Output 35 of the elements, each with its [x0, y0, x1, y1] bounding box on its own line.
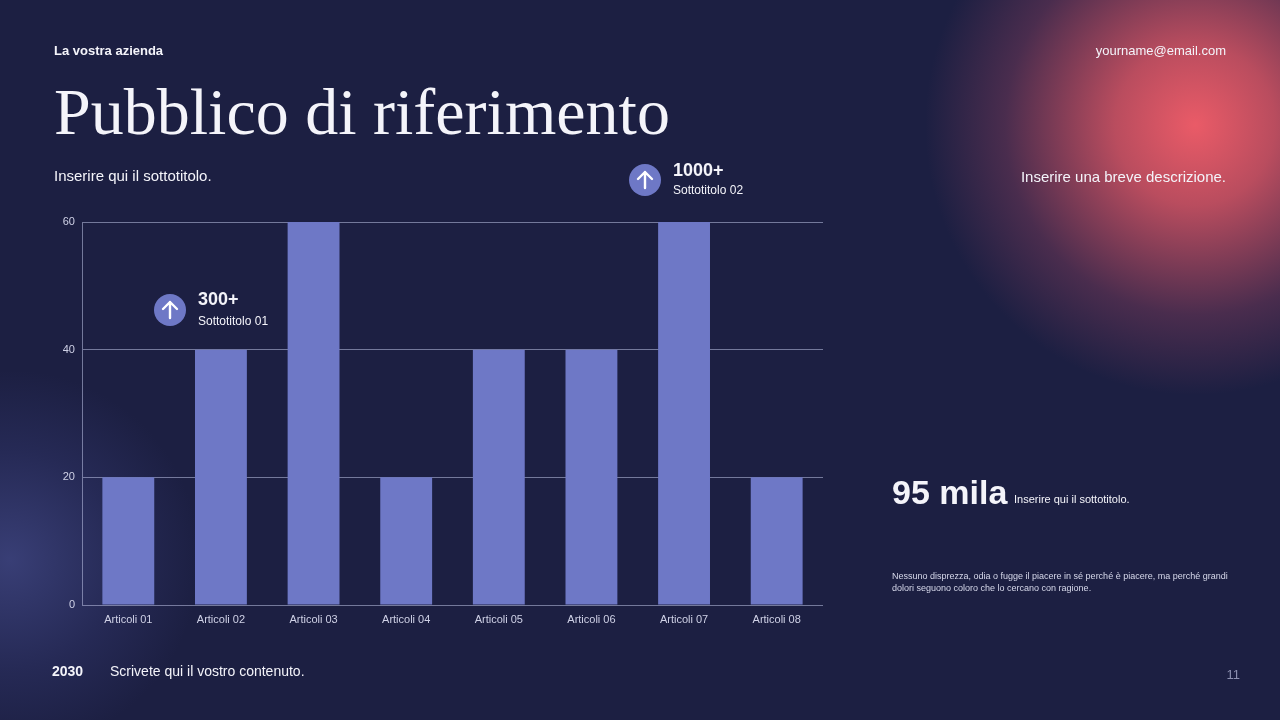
bar	[565, 349, 618, 605]
x-tick-label: Articoli 08	[752, 612, 801, 625]
bar	[380, 477, 433, 605]
chart-title: Pubblico di riferimento	[54, 75, 670, 148]
text: Sottotitolo 02	[673, 182, 744, 198]
y-tick-label: 20	[62, 470, 75, 483]
bar	[102, 477, 155, 605]
text: Scrivete qui il vostro contenuto.	[110, 662, 305, 680]
x-tick-label: Articoli 01	[104, 612, 153, 625]
y-tick-label: 40	[62, 342, 75, 355]
y-tick-label: 0	[68, 598, 75, 611]
bar	[658, 222, 710, 605]
x-tick-label: Articoli 05	[474, 612, 523, 625]
text: 11	[1226, 665, 1240, 683]
chart-subtitle: Inserire qui il sottotitolo.	[54, 167, 212, 185]
x-tick-label: Articoli 04	[382, 612, 431, 625]
annotation: 300+	[198, 287, 239, 311]
x-tick-label: Articoli 07	[659, 612, 709, 625]
text: 1000+	[673, 158, 724, 182]
bar	[750, 477, 803, 605]
text: Inserire qui il sottotitolo.	[1014, 492, 1130, 506]
bar	[472, 349, 525, 605]
text: Inserire una breve descrizione.	[1020, 166, 1226, 186]
annotation: Sottotitolo 01	[198, 313, 269, 329]
text: 95 mila	[892, 471, 1008, 513]
bar	[195, 349, 247, 605]
y-tick-label: 60	[62, 215, 75, 228]
x-tick-label: Articoli 02	[196, 612, 246, 625]
x-tick-label: Articoli 03	[289, 612, 338, 625]
text: 2030	[52, 662, 84, 680]
text: yourname@email.com	[1095, 41, 1226, 59]
text: Nessuno disprezza, odia o fugge il piacere in sé perché è piacere, ma perché grandi dolori seguono coloro che lo cercano con ragione.	[892, 570, 1229, 594]
bar	[287, 222, 340, 605]
x-tick-label: Articoli 06	[567, 612, 616, 625]
text: La vostra azienda	[54, 41, 164, 59]
